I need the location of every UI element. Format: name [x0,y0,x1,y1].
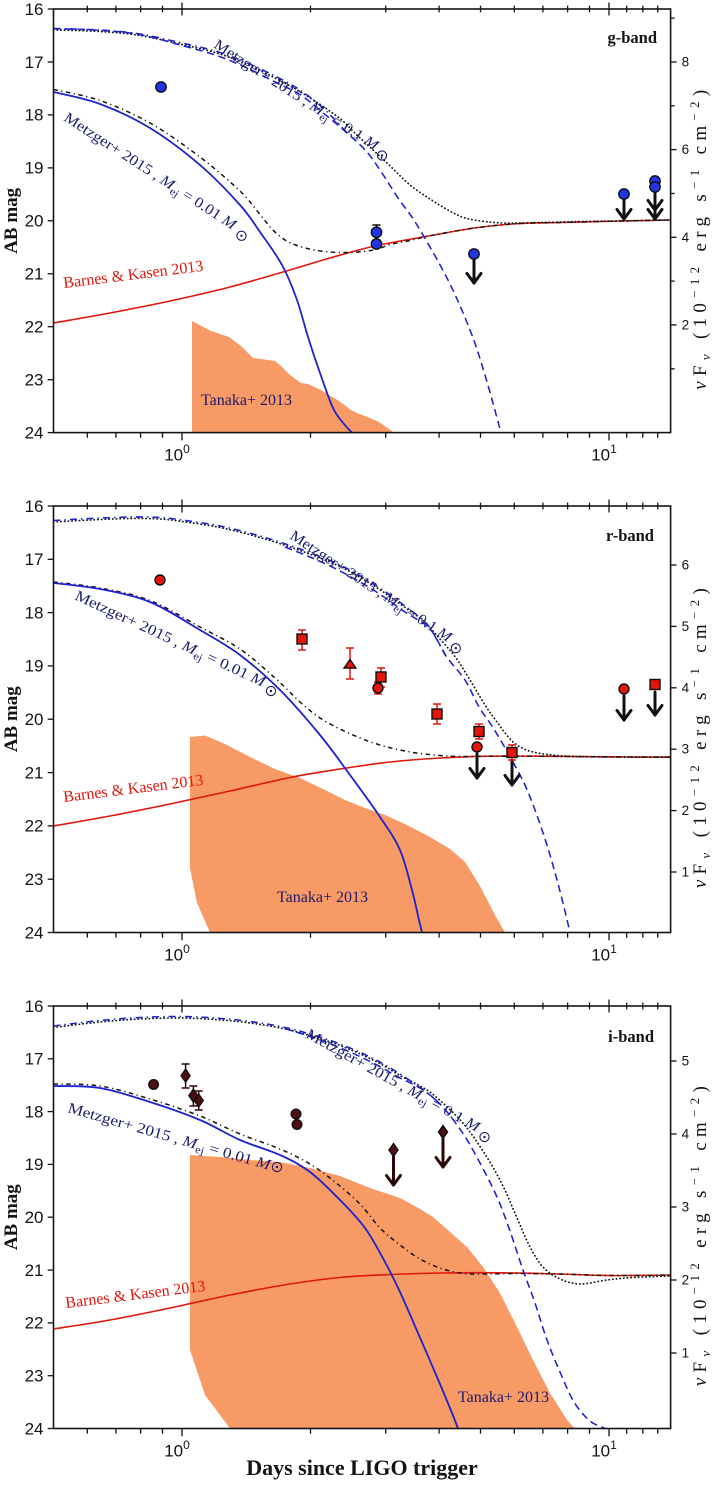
svg-text:3: 3 [682,742,690,757]
svg-text:5: 5 [682,619,690,634]
svg-text:4: 4 [682,230,690,245]
svg-text:19: 19 [25,1155,44,1174]
svg-text:23: 23 [25,870,44,889]
svg-text:8: 8 [682,55,690,70]
svg-text:4: 4 [682,680,690,695]
svg-text:1: 1 [682,1346,690,1361]
svg-text:2: 2 [682,803,690,818]
svg-text:20: 20 [25,1208,44,1227]
svg-text:2: 2 [682,1273,690,1288]
svg-text:16: 16 [25,0,44,19]
svg-text:g-band: g-band [607,28,657,47]
svg-text:5: 5 [682,1054,690,1069]
svg-text:6: 6 [682,142,690,157]
svg-text:r-band: r-band [606,526,654,545]
svg-text:3: 3 [682,1200,690,1215]
svg-text:23: 23 [25,1367,44,1386]
svg-text:Tanaka+ 2013: Tanaka+ 2013 [277,889,368,906]
svg-text:Tanaka+ 2013: Tanaka+ 2013 [458,1389,549,1406]
svg-text:Days since LIGO trigger: Days since LIGO trigger [246,1455,478,1480]
svg-text:AB mag: AB mag [1,686,22,752]
svg-text:17: 17 [25,1050,44,1069]
svg-text:21: 21 [25,1261,44,1280]
svg-text:i-band: i-band [608,1027,654,1046]
svg-text:24: 24 [25,1419,44,1438]
svg-text:21: 21 [25,763,44,782]
svg-text:20: 20 [25,710,44,729]
svg-text:22: 22 [25,1314,44,1333]
svg-text:23: 23 [25,371,44,390]
svg-text:24: 24 [25,923,44,942]
svg-text:16: 16 [25,997,44,1016]
svg-text:17: 17 [25,550,44,569]
svg-text:AB mag: AB mag [1,1184,22,1250]
svg-text:21: 21 [25,265,44,284]
svg-text:22: 22 [25,817,44,836]
svg-text:18: 18 [25,603,44,622]
svg-text:24: 24 [25,423,44,442]
svg-text:20: 20 [25,212,44,231]
svg-text:6: 6 [682,558,690,573]
svg-text:4: 4 [682,1127,690,1142]
svg-text:18: 18 [25,1102,44,1121]
svg-text:19: 19 [25,159,44,178]
svg-text:1: 1 [682,865,690,880]
svg-text:22: 22 [25,318,44,337]
svg-text:18: 18 [25,106,44,125]
svg-text:AB mag: AB mag [1,187,22,253]
svg-text:17: 17 [25,53,44,72]
svg-text:2: 2 [682,317,690,332]
svg-text:19: 19 [25,657,44,676]
svg-text:Tanaka+ 2013: Tanaka+ 2013 [201,392,292,409]
svg-text:16: 16 [25,497,44,516]
